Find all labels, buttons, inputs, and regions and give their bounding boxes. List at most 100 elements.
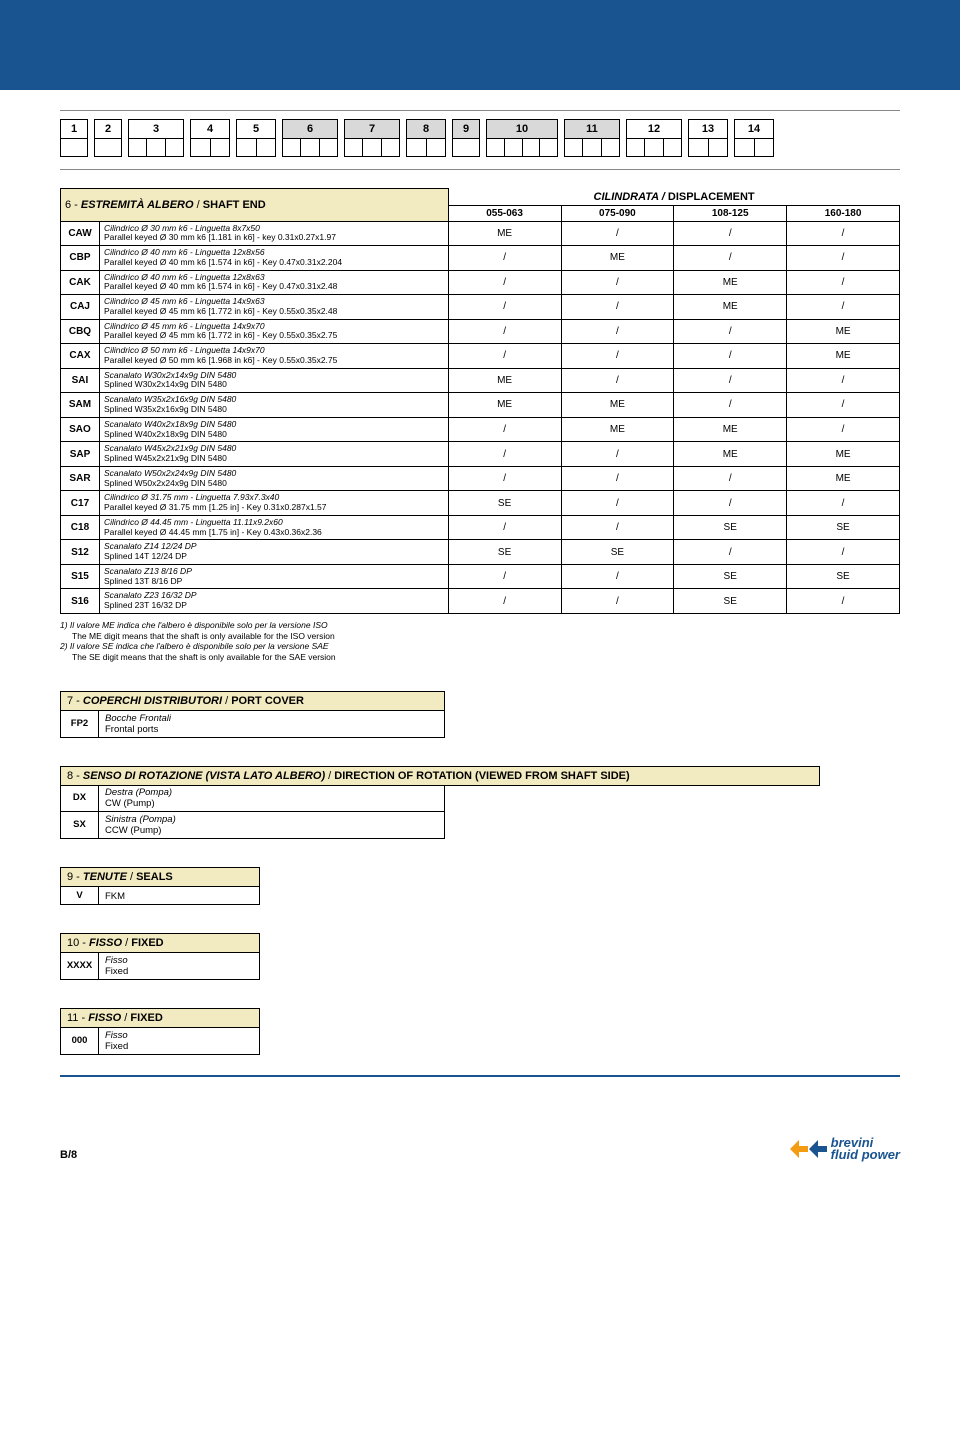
shaft-code: S15 [61, 564, 100, 589]
shaft-description: Cilindrico Ø 45 mm k6 - Linguetta 14x9x6… [99, 295, 448, 320]
position-cells [487, 138, 557, 156]
shaft-code: C18 [61, 515, 100, 540]
shaft-value: / [448, 270, 561, 295]
footer-divider [60, 1075, 900, 1077]
rotation-text: Sinistra (Pompa)CCW (Pump) [99, 812, 182, 838]
shaft-description: Cilindrico Ø 45 mm k6 - Linguetta 14x9x7… [99, 319, 448, 344]
shaft-value: / [787, 246, 900, 271]
sec-11-code: 000 [61, 1028, 99, 1054]
shaft-code: SAI [61, 368, 100, 393]
position-number: 8 [407, 120, 445, 138]
shaft-description: Scanalato Z14 12/24 DPSplined 14T 12/24 … [99, 540, 448, 565]
shaft-value: / [561, 319, 674, 344]
shaft-value: / [674, 540, 787, 565]
shaft-value: ME [787, 344, 900, 369]
section-6-shaft-end: 6 - ESTREMITÀ ALBERO / SHAFT END CILINDR… [60, 188, 900, 614]
sec-7-num: 7 [67, 695, 73, 707]
position-cells [129, 138, 183, 156]
sec-7-row-en: Frontal ports [105, 724, 158, 735]
table-row: S12Scanalato Z14 12/24 DPSplined 14T 12/… [61, 540, 900, 565]
shaft-value: / [787, 295, 900, 320]
table-row: SAOScanalato W40x2x18x9g DIN 5480Splined… [61, 417, 900, 442]
position-box-5: 5 [236, 119, 276, 157]
position-cells [735, 138, 773, 156]
shaft-value: / [561, 491, 674, 516]
shaft-code: CAK [61, 270, 100, 295]
position-cells [407, 138, 445, 156]
shaft-description: Scanalato W35x2x16x9g DIN 5480Splined W3… [99, 393, 448, 418]
position-cells [61, 138, 87, 156]
section-6-number: 6 [65, 199, 71, 211]
sec-10-row-en: Fixed [105, 966, 128, 977]
shaft-value: / [448, 295, 561, 320]
section-9-seals: 9 - TENUTE / SEALS V FKM [60, 867, 900, 905]
note-1-en: The ME digit means that the shaft is onl… [60, 631, 900, 642]
position-box-4: 4 [190, 119, 230, 157]
shaft-value: / [448, 515, 561, 540]
position-number: 1 [61, 120, 87, 138]
shaft-description: Scanalato W30x2x14x9g DIN 5480Splined W3… [99, 368, 448, 393]
shaft-description: Cilindrico Ø 40 mm k6 - Linguetta 12x8x6… [99, 270, 448, 295]
shaft-description: Cilindrico Ø 31.75 mm - Linguetta 7.93x7… [99, 491, 448, 516]
position-boxes-row: 1234567891011121314 [60, 119, 900, 157]
shaft-code: SAO [61, 417, 100, 442]
position-box-11: 11 [564, 119, 620, 157]
position-number: 5 [237, 120, 275, 138]
table-row: CBQCilindrico Ø 45 mm k6 - Linguetta 14x… [61, 319, 900, 344]
sec-10-num: 10 [67, 937, 79, 949]
table-row: C17Cilindrico Ø 31.75 mm - Linguetta 7.9… [61, 491, 900, 516]
shaft-value: SE [787, 564, 900, 589]
table-row: CAXCilindrico Ø 50 mm k6 - Linguetta 14x… [61, 344, 900, 369]
sec-8-num: 8 [67, 770, 73, 782]
shaft-description: Cilindrico Ø 30 mm k6 - Linguetta 8x7x50… [99, 221, 448, 246]
shaft-value: / [561, 466, 674, 491]
position-number: 6 [283, 120, 337, 138]
shaft-value: / [561, 564, 674, 589]
shaft-value: / [448, 466, 561, 491]
page-content: 1234567891011121314 6 - ESTREMITÀ ALBERO… [0, 110, 960, 1075]
position-box-9: 9 [452, 119, 480, 157]
shaft-value: / [448, 589, 561, 614]
shaft-value: ME [674, 270, 787, 295]
shaft-value: ME [674, 417, 787, 442]
shaft-value: / [787, 540, 900, 565]
position-box-12: 12 [626, 119, 682, 157]
logo-text: brevinifluid power [831, 1137, 900, 1162]
footnotes: 1) Il valore ME indica che l'albero è di… [60, 620, 900, 663]
shaft-value: ME [787, 442, 900, 467]
position-box-2: 2 [94, 119, 122, 157]
shaft-value: / [787, 491, 900, 516]
shaft-value: SE [674, 589, 787, 614]
shaft-value: SE [448, 491, 561, 516]
displacement-col: 160-180 [787, 205, 900, 221]
sec-11-num: 11 [67, 1012, 78, 1024]
position-box-6: 6 [282, 119, 338, 157]
shaft-value: / [561, 442, 674, 467]
shaft-code: SAM [61, 393, 100, 418]
shaft-value: / [787, 221, 900, 246]
sec-8-title-it: SENSO DI ROTAZIONE (VISTA LATO ALBERO) [83, 770, 325, 782]
shaft-code: CBQ [61, 319, 100, 344]
sec-9-title-it: TENUTE [83, 871, 127, 883]
position-box-8: 8 [406, 119, 446, 157]
shaft-description: Cilindrico Ø 40 mm k6 - Linguetta 12x8x5… [99, 246, 448, 271]
table-row: SARScanalato W50x2x24x9g DIN 5480Splined… [61, 466, 900, 491]
shaft-value: / [448, 246, 561, 271]
shaft-value: ME [674, 442, 787, 467]
shaft-code: CAX [61, 344, 100, 369]
shaft-value: ME [448, 393, 561, 418]
shaft-value: / [674, 491, 787, 516]
position-box-3: 3 [128, 119, 184, 157]
table-row: SAIScanalato W30x2x14x9g DIN 5480Splined… [61, 368, 900, 393]
table-row: SAPScanalato W45x2x21x9g DIN 5480Splined… [61, 442, 900, 467]
table-row: C18Cilindrico Ø 44.45 mm - Linguetta 11.… [61, 515, 900, 540]
rotation-row: SXSinistra (Pompa)CCW (Pump) [60, 811, 445, 839]
logo-arrows-icon [790, 1137, 827, 1161]
shaft-description: Scanalato Z23 16/32 DPSplined 23T 16/32 … [99, 589, 448, 614]
displacement-col: 055-063 [448, 205, 561, 221]
shaft-value: SE [674, 515, 787, 540]
position-number: 4 [191, 120, 229, 138]
sec-11-title-it: FISSO [88, 1012, 121, 1024]
shaft-value: / [787, 589, 900, 614]
shaft-code: CBP [61, 246, 100, 271]
